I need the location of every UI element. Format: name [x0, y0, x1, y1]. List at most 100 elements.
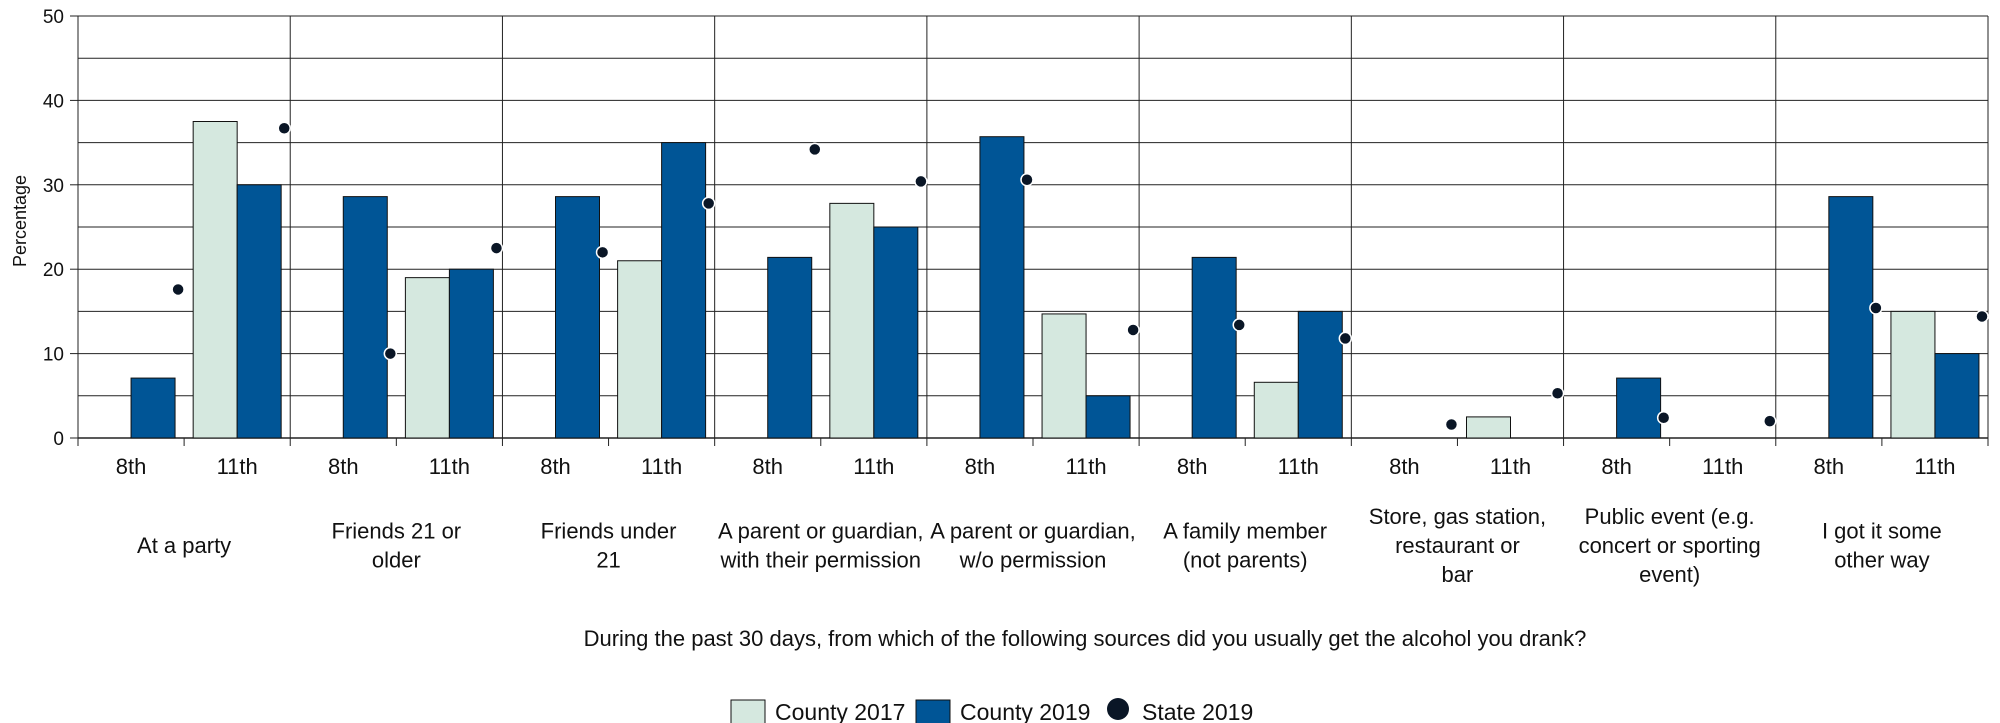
- legend-label: County 2019: [960, 699, 1090, 723]
- point-state-2019: [1869, 301, 1883, 315]
- bar-county-2019: [555, 196, 600, 439]
- grade-label: 11th: [217, 454, 258, 479]
- point-state-2019: [1232, 318, 1246, 332]
- bar-county-2019: [661, 142, 707, 439]
- y-tick-label: 50: [43, 7, 64, 28]
- grade-label: 11th: [1278, 454, 1319, 479]
- grade-label: 8th: [1814, 454, 1845, 479]
- bar-county-2019: [1828, 196, 1874, 439]
- bar-county-2019: [448, 268, 494, 439]
- point-state-2019: [1656, 410, 1671, 425]
- grade-label: 8th: [1601, 454, 1632, 479]
- point-state-2019: [701, 196, 716, 211]
- group-label: older: [372, 548, 421, 573]
- grade-label: 8th: [328, 454, 359, 479]
- group-label: w/o permission: [959, 548, 1107, 573]
- group-label: Public event (e.g.: [1585, 504, 1755, 529]
- grade-label: 11th: [1490, 454, 1531, 479]
- grade-label: 11th: [1702, 454, 1743, 479]
- point-state-2019: [1444, 417, 1459, 432]
- legend-swatch: [730, 699, 766, 723]
- grade-label: 8th: [1177, 454, 1208, 479]
- bar-county-2019: [236, 184, 282, 439]
- bar-county-2017: [192, 121, 238, 439]
- point-state-2019: [914, 174, 928, 189]
- point-state-2019: [595, 245, 610, 260]
- bar-county-2017: [1466, 416, 1511, 439]
- bar-county-2017: [1890, 310, 1936, 439]
- point-state-2019: [171, 282, 185, 297]
- bar-county-2019: [767, 256, 813, 439]
- grade-label: 11th: [429, 454, 470, 479]
- group-label: 21: [596, 548, 620, 573]
- bar-county-2019: [873, 226, 919, 439]
- group-label: At a party: [137, 533, 231, 558]
- point-state-2019: [1338, 331, 1353, 346]
- bar-county-2019: [1934, 353, 1980, 439]
- group-label: other way: [1834, 548, 1929, 573]
- y-tick-label: 40: [43, 91, 64, 112]
- group-label: A family member: [1163, 519, 1327, 544]
- bar-county-2019: [1297, 310, 1343, 439]
- bar-county-2019: [1191, 256, 1237, 439]
- bar-county-2017: [617, 260, 663, 439]
- point-state-2019: [1975, 309, 1989, 324]
- group-label: Friends 21 or: [332, 519, 462, 544]
- y-tick-label: 20: [43, 260, 64, 281]
- labels-layer: 8th 11th At a party 8th 11th Friends 21 or old…: [116, 454, 1956, 587]
- y-tick-label: 10: [43, 345, 64, 366]
- group-label: (not parents): [1183, 548, 1308, 573]
- point-state-2019: [1126, 323, 1140, 337]
- point-state-2019: [1550, 386, 1565, 401]
- grade-label: 8th: [965, 454, 996, 479]
- grade-label: 11th: [1914, 454, 1955, 479]
- point-state-2019: [1020, 172, 1034, 187]
- point-state-2019: [383, 346, 398, 361]
- point-state-2019: [489, 241, 504, 255]
- y-tick-label: 0: [53, 429, 64, 450]
- bar-county-2017: [1041, 313, 1087, 439]
- bar-county-2019: [1085, 395, 1131, 439]
- group-label: concert or sporting: [1579, 533, 1761, 558]
- points-layer: [171, 121, 1989, 432]
- group-label: bar: [1442, 562, 1474, 587]
- grade-label: 11th: [1065, 454, 1106, 479]
- group-label: A parent or guardian,: [930, 519, 1135, 544]
- point-state-2019: [808, 142, 822, 157]
- group-label: A parent or guardian,: [718, 519, 923, 544]
- bar-county-2019: [130, 377, 176, 439]
- grade-label: 11th: [853, 454, 894, 479]
- point-state-2019: [277, 121, 291, 136]
- group-label: event): [1639, 562, 1700, 587]
- axis-layer: 0 10 20 30 40 50: [43, 7, 1989, 450]
- grade-label: 8th: [1389, 454, 1420, 479]
- grade-label: 8th: [540, 454, 571, 479]
- y-tick-label: 30: [43, 176, 64, 197]
- bar-county-2019: [1616, 377, 1662, 439]
- grade-label: 8th: [752, 454, 783, 479]
- legend-label: County 2017: [775, 699, 905, 723]
- x-axis-title: During the past 30 days, from which of t…: [584, 626, 1587, 651]
- bar-county-2017: [1253, 381, 1299, 439]
- bar-county-2019: [342, 196, 388, 439]
- legend-swatch: [1107, 698, 1129, 720]
- group-label: Store, gas station,: [1369, 504, 1546, 529]
- group-label: Friends under: [541, 519, 677, 544]
- legend-label: State 2019: [1142, 699, 1253, 723]
- bar-county-2017: [404, 277, 450, 439]
- group-label: restaurant or: [1395, 533, 1520, 558]
- grade-label: 11th: [641, 454, 682, 479]
- bar-county-2017: [829, 202, 875, 439]
- y-axis-title: Percentage: [10, 175, 30, 267]
- point-state-2019: [1763, 414, 1777, 428]
- grid-layer: [77, 15, 1989, 439]
- group-label: with their permission: [720, 548, 922, 573]
- legend: County 2017 County 2019 State 2019: [730, 698, 1253, 723]
- grade-label: 8th: [116, 454, 147, 479]
- legend-swatch: [915, 699, 951, 723]
- bar-county-2019: [979, 136, 1025, 439]
- group-label: I got it some: [1822, 519, 1942, 544]
- bars-layer: [130, 121, 1980, 439]
